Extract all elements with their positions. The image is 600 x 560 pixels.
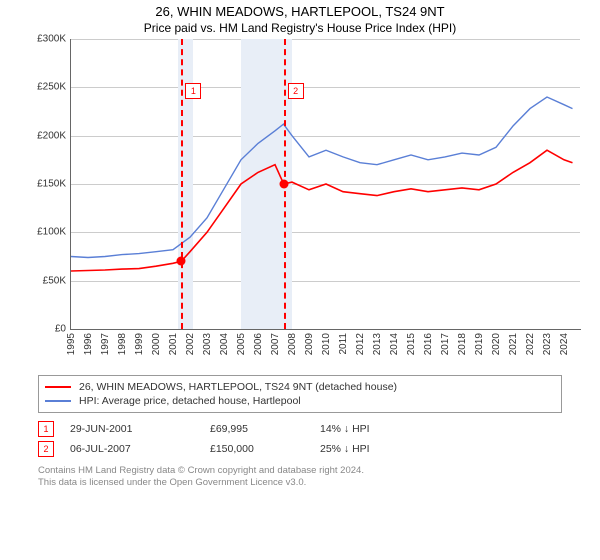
sale-delta: 14% ↓ HPI	[320, 423, 400, 435]
sale-delta: 25% ↓ HPI	[320, 443, 400, 455]
sales-table: 1 29-JUN-2001£69,99514% ↓ HPI 2 06-JUL-2007…	[38, 419, 562, 459]
sale-date: 06-JUL-2007	[70, 443, 210, 455]
footer: Contains HM Land Registry data © Crown c…	[38, 465, 562, 490]
sale-marker-box: 2	[288, 83, 304, 99]
legend-item: 26, WHIN MEADOWS, HARTLEPOOL, TS24 9NT (…	[45, 380, 555, 394]
sale-price: £150,000	[210, 443, 320, 455]
sale-row-marker: 1	[38, 421, 54, 437]
sale-row-marker: 2	[38, 441, 54, 457]
series-hpi	[71, 97, 573, 258]
sale-date-line	[181, 39, 183, 329]
sale-point-marker	[279, 180, 288, 189]
footer-line-1: Contains HM Land Registry data © Crown c…	[38, 465, 562, 477]
line-series-svg	[71, 39, 581, 329]
sale-point-marker	[177, 257, 186, 266]
legend-item: HPI: Average price, detached house, Hart…	[45, 394, 555, 408]
y-axis-tick: £200K	[20, 130, 66, 141]
sale-row: 1 29-JUN-2001£69,99514% ↓ HPI	[38, 419, 562, 439]
y-axis-tick: £50K	[20, 275, 66, 286]
sale-row: 2 06-JUL-2007£150,00025% ↓ HPI	[38, 439, 562, 459]
chart-area: £0£50K£100K£150K£200K£250K£300K 12 19951…	[20, 39, 580, 369]
y-axis-tick: £300K	[20, 34, 66, 45]
legend-label: HPI: Average price, detached house, Hart…	[79, 395, 301, 407]
legend-swatch	[45, 400, 71, 402]
footer-line-2: This data is licensed under the Open Gov…	[38, 477, 562, 489]
chart-subtitle: Price paid vs. HM Land Registry's House …	[0, 19, 600, 39]
legend-label: 26, WHIN MEADOWS, HARTLEPOOL, TS24 9NT (…	[79, 381, 397, 393]
y-axis-tick: £0	[20, 324, 66, 335]
sale-date: 29-JUN-2001	[70, 423, 210, 435]
chart-title: 26, WHIN MEADOWS, HARTLEPOOL, TS24 9NT	[0, 0, 600, 19]
sale-marker-box: 1	[185, 83, 201, 99]
y-axis-tick: £100K	[20, 227, 66, 238]
y-axis-tick: £150K	[20, 179, 66, 190]
plot-area: 12	[70, 39, 581, 330]
legend: 26, WHIN MEADOWS, HARTLEPOOL, TS24 9NT (…	[38, 375, 562, 413]
x-axis-tick: 2024	[559, 333, 595, 355]
y-axis-tick: £250K	[20, 82, 66, 93]
legend-swatch	[45, 386, 71, 388]
sale-price: £69,995	[210, 423, 320, 435]
